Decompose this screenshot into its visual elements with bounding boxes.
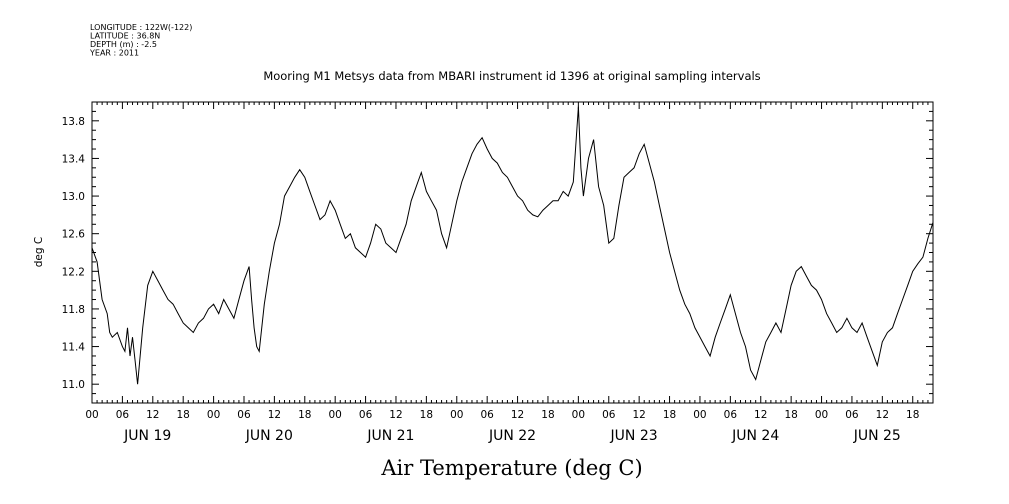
day-label: JUN 21	[366, 428, 414, 444]
metadata-block: LONGITUDE : 122W(-122)LATITUDE : 36.8NDE…	[89, 23, 192, 58]
y-axis: 11.0 11.4 11.8 12.2 12.6 13.0 13.4 13.8	[62, 110, 933, 395]
x-tick-label: 12	[268, 409, 281, 421]
metadata-line: YEAR : 2011	[89, 49, 139, 58]
y-tick-label: 13.8	[62, 116, 85, 128]
x-tick-label: 12	[632, 409, 645, 421]
chart-title: Mooring M1 Metsys data from MBARI instru…	[263, 69, 760, 83]
x-tick-label: 18	[784, 409, 797, 421]
y-tick-label: 11.0	[62, 379, 85, 391]
x-tick-label: 12	[754, 409, 767, 421]
x-tick-label: 12	[146, 409, 159, 421]
x-tick-label: 06	[359, 409, 373, 421]
day-label: JUN 19	[123, 428, 171, 444]
y-tick-label: 12.2	[62, 266, 85, 278]
y-tick-label: 13.4	[62, 153, 86, 165]
x-tick-label: 00	[693, 409, 706, 421]
x-tick-label: 18	[420, 409, 433, 421]
x-tick-label: 18	[906, 409, 919, 421]
series-line	[91, 106, 934, 385]
x-tick-label: 00	[450, 409, 463, 421]
y-tick-label: 11.8	[62, 304, 85, 316]
x-tick-label: 18	[177, 409, 190, 421]
x-tick-label: 06	[480, 409, 494, 421]
x-tick-label: 12	[389, 409, 402, 421]
metadata-line: DEPTH (m) : -2.5	[90, 40, 157, 49]
x-tick-label: 06	[602, 409, 616, 421]
x-axis-label: Air Temperature (deg C)	[380, 456, 642, 480]
day-label: JUN 20	[245, 428, 293, 444]
x-tick-label: 00	[207, 409, 220, 421]
y-tick-label: 13.0	[62, 191, 85, 203]
y-axis-label: deg C	[33, 237, 45, 267]
x-tick-label: 18	[298, 409, 311, 421]
metadata-line: LATITUDE : 36.8N	[90, 32, 160, 41]
x-tick-label: 06	[116, 409, 130, 421]
day-label: JUN 24	[731, 428, 779, 444]
metadata-line: LONGITUDE : 122W(-122)	[90, 23, 192, 32]
x-tick-label: 12	[511, 409, 524, 421]
x-tick-label: 00	[85, 409, 98, 421]
x-axis: 00 06 12 18 00 06 12 18 00 06 12 18 00 06 12 18 00 06 12 18…	[85, 102, 934, 444]
x-tick-label: 00	[815, 409, 828, 421]
x-tick-label: 06	[845, 409, 859, 421]
x-tick-label: 00	[572, 409, 585, 421]
day-label: JUN 25	[853, 428, 901, 444]
x-tick-label: 18	[541, 409, 554, 421]
day-label: JUN 22	[488, 428, 536, 444]
x-tick-label: 18	[663, 409, 676, 421]
x-tick-label: 06	[237, 409, 251, 421]
y-tick-label: 12.6	[62, 229, 86, 241]
plot-frame	[91, 101, 934, 404]
y-tick-label: 11.4	[62, 342, 86, 354]
day-label: JUN 23	[610, 428, 658, 444]
x-tick-label: 06	[724, 409, 738, 421]
x-tick-label: 00	[328, 409, 341, 421]
x-tick-label: 12	[876, 409, 889, 421]
